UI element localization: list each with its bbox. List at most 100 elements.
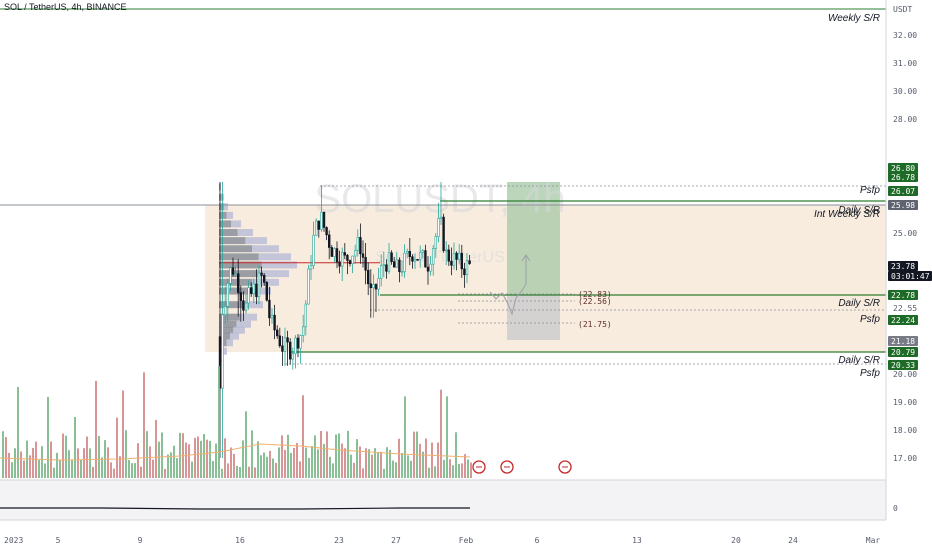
volume-bar [92, 466, 94, 478]
indicator-axis-tick: 0 [893, 504, 898, 513]
candle-body [260, 272, 263, 276]
volume-bar [155, 419, 157, 478]
candle-body [309, 265, 313, 270]
candle-body [239, 292, 242, 301]
volume-bar [194, 437, 196, 478]
volume-profile-bar [219, 253, 259, 261]
volume-bar [197, 436, 199, 478]
candle-body [335, 248, 339, 263]
volume-profile-bar [219, 203, 224, 211]
volume-bar [74, 416, 76, 478]
volume-bar [131, 463, 133, 478]
volume-profile-bar [219, 332, 230, 340]
candle-body [364, 257, 367, 271]
price-tag-bg [888, 261, 918, 271]
time-axis-tick: 16 [235, 536, 245, 545]
volume-bar [329, 456, 331, 478]
volume-bar [167, 454, 169, 478]
price-tag-label: 03:01:47 [891, 272, 930, 281]
volume-profile-bar [252, 245, 279, 253]
price-tag-bg [888, 271, 932, 281]
long-position-stop-box [507, 295, 560, 340]
volume-profile-bar [230, 332, 239, 340]
volume-bar [398, 438, 400, 478]
candle-body [439, 216, 443, 219]
candle-body [330, 247, 333, 257]
volume-profile-bar [219, 287, 248, 295]
target-level-c: (21.75) [578, 320, 612, 329]
volume-bars [2, 366, 472, 478]
candle-body [408, 250, 411, 258]
candle-body [291, 353, 294, 360]
volume-bar [365, 448, 367, 478]
candle-body [450, 260, 453, 266]
candle-body [424, 250, 427, 268]
volume-bar [38, 459, 40, 478]
candle-body [221, 314, 224, 389]
candle-body [447, 249, 450, 262]
time-axis-tick: 27 [391, 536, 401, 545]
volume-bar [137, 443, 139, 478]
volume-profile-bar [219, 326, 234, 334]
price-tag: 22.24 [888, 315, 918, 325]
volume-profile-bar [219, 220, 232, 228]
candle-body [231, 267, 235, 275]
volume-bar [455, 432, 457, 478]
weekly-sr-label: Weekly S/R [828, 13, 880, 24]
volume-bar [293, 447, 295, 478]
candle-body [273, 314, 276, 331]
volume-bar [419, 443, 421, 478]
volume-bar [233, 453, 235, 478]
candle-body [333, 248, 336, 257]
volume-bar [14, 448, 16, 478]
candle-body [286, 337, 289, 343]
candle-body [265, 282, 268, 301]
volume-profile-bar [258, 253, 291, 261]
price-tag-label: 22.24 [891, 316, 915, 325]
price-tag: 25.98 [888, 200, 918, 210]
candle-body [390, 252, 393, 263]
price-tag-bg [888, 315, 918, 325]
volume-bar [458, 463, 460, 478]
projected-path [489, 283, 527, 316]
volume-bar [215, 443, 217, 478]
volume-bar [62, 433, 64, 478]
candle-body [434, 236, 437, 249]
volume-bar [278, 447, 280, 478]
price-axis-tick: 20.00 [893, 370, 917, 379]
candle-body [455, 252, 458, 260]
price-axis-tick: 30.00 [893, 87, 917, 96]
volume-bar [83, 448, 85, 478]
candle-body [356, 237, 359, 251]
volume-bar [203, 434, 205, 478]
candle-body [431, 248, 435, 265]
volume-bar [107, 447, 109, 478]
volume-profile-bar [243, 301, 263, 309]
volume-bar [449, 459, 451, 478]
volume-bar [170, 452, 172, 478]
int-weekly-sr-label: Int Weekly S/R [814, 209, 880, 220]
price-tag: 26.78 [888, 172, 918, 182]
time-axis-tick: 24 [788, 536, 798, 545]
candle-body [463, 268, 466, 276]
volume-bar [110, 462, 112, 478]
volume-bar [326, 431, 328, 478]
price-tag: 26.80 [888, 163, 918, 173]
price-tag-bg [888, 200, 918, 210]
price-axis-tick: 31.00 [893, 59, 917, 68]
candle-body [229, 267, 232, 284]
time-axis-tick: 6 [535, 536, 540, 545]
price-tag: 20.33 [888, 360, 918, 370]
volume-bar [125, 430, 127, 478]
volume-bar [245, 411, 247, 478]
volume-bar [5, 437, 7, 478]
candle-body [255, 283, 258, 298]
volume-bar [260, 455, 262, 478]
volume-bar [401, 453, 403, 478]
volume-profile-bar [257, 270, 289, 278]
price-tag-label: 22.78 [891, 291, 915, 300]
volume-bar [350, 454, 352, 478]
volume-bar [146, 431, 148, 478]
psfp-top-label: Psfp [860, 185, 880, 196]
